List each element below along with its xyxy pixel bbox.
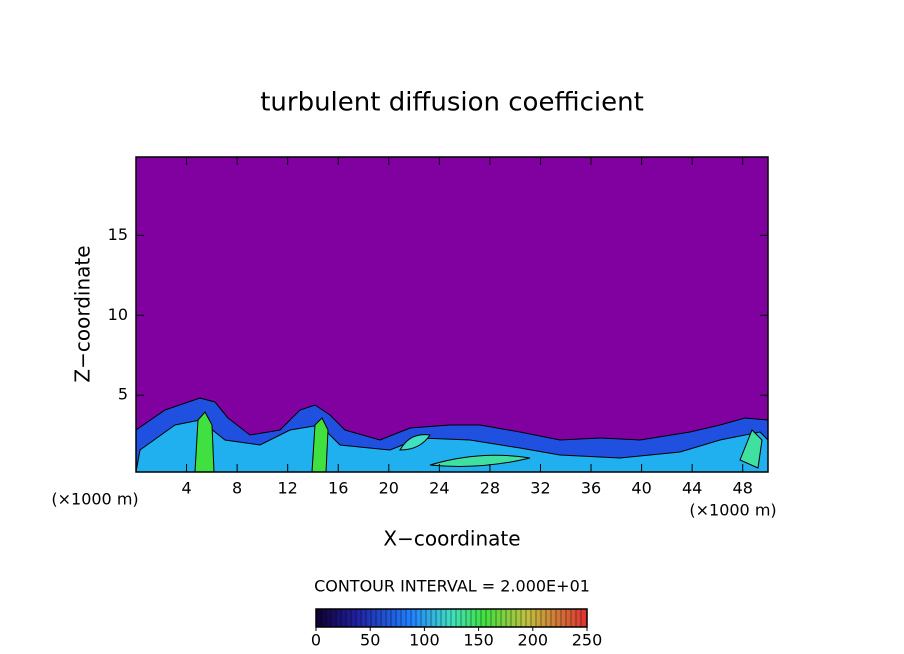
x-tick-label: 32: [530, 479, 550, 498]
plot-background: [136, 157, 768, 472]
y-tick-label: 10: [108, 305, 128, 324]
colorbar-tick-label: 50: [360, 631, 380, 650]
colorbar-tick-label: 0: [311, 631, 321, 650]
chart-title: turbulent diffusion coefficient: [260, 88, 644, 118]
x-tick-label: 44: [682, 479, 702, 498]
colorbar-tick-label: 150: [463, 631, 494, 650]
x-tick-label: 48: [733, 479, 753, 498]
x-unit-label: (×1000 m): [689, 501, 776, 520]
colorbar-frame: [315, 608, 588, 628]
x-tick-label: 20: [379, 479, 399, 498]
colorbar: [316, 609, 587, 627]
x-tick-label: 16: [328, 479, 348, 498]
colorbar-tick-label: 100: [409, 631, 440, 650]
x-tick-label: 24: [429, 479, 449, 498]
y-tick-label: 5: [118, 385, 128, 404]
colorbar-tick-label: 200: [518, 631, 549, 650]
x-tick-label: 40: [631, 479, 651, 498]
contour-interval: CONTOUR INTERVAL = 2.000E+01: [314, 577, 590, 596]
x-tick-label: 4: [181, 479, 191, 498]
contour-field: [136, 397, 768, 472]
y-tick-label: 15: [108, 225, 128, 244]
x-tick-label: 28: [480, 479, 500, 498]
colorbar-tick-label: 250: [572, 631, 603, 650]
x-axis-label: X−coordinate: [383, 527, 520, 551]
x-tick-label: 12: [278, 479, 298, 498]
plot-frame: [135, 156, 769, 473]
x-tick-label: 8: [232, 479, 242, 498]
y-axis-label: Z−coordinate: [71, 245, 95, 382]
x-tick-label: 36: [581, 479, 601, 498]
x-unit-label: (×1000 m): [51, 490, 138, 509]
